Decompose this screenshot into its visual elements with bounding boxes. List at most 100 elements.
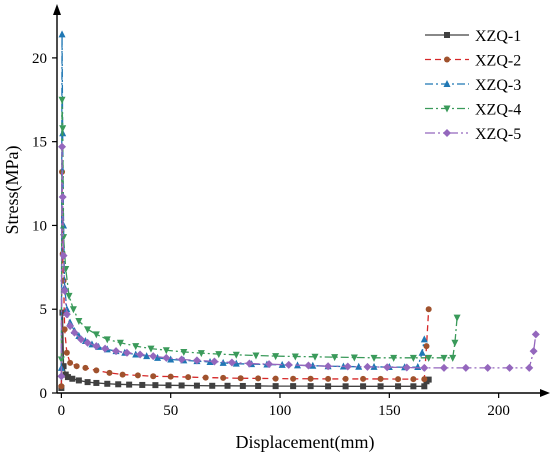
data-point-xzq-2: [342, 375, 349, 382]
series-line-xzq-5: [60, 146, 537, 377]
data-point-xzq-1: [410, 383, 417, 390]
data-point-xzq-1: [307, 383, 314, 390]
data-point-xzq-5: [304, 361, 313, 370]
data-point-xzq-4: [272, 353, 280, 361]
data-point-xzq-2: [119, 371, 126, 378]
data-point-xzq-1: [178, 382, 185, 389]
data-point-xzq-5: [265, 360, 274, 369]
plot-series: [57, 30, 540, 391]
data-point-xzq-5: [70, 328, 79, 337]
x-tick-label: 150: [378, 403, 401, 419]
data-point-xzq-1: [104, 380, 111, 387]
data-point-xzq-5: [136, 350, 145, 359]
data-point-xzq-5: [60, 286, 69, 295]
data-point-xzq-4: [180, 348, 188, 356]
data-point-xzq-1: [64, 374, 71, 381]
data-point-xzq-2: [61, 326, 68, 333]
y-tick-label: 15: [32, 135, 47, 151]
data-point-xzq-5: [83, 338, 92, 347]
data-point-xzq-5: [439, 363, 448, 372]
data-point-xzq-1: [139, 381, 146, 388]
legend-swatch-marker: [444, 56, 450, 63]
data-point-xzq-5: [177, 355, 186, 364]
data-point-xzq-4: [132, 343, 140, 351]
legend-label: XZQ-5: [475, 126, 521, 143]
data-point-xzq-4: [311, 353, 319, 361]
data-point-xzq-1: [59, 309, 66, 316]
data-point-xzq-4: [291, 353, 299, 361]
data-point-xzq-1: [272, 383, 279, 390]
data-point-xzq-1: [209, 382, 216, 389]
data-point-xzq-3: [418, 348, 426, 356]
data-point-xzq-1: [239, 382, 246, 389]
legend-label: XZQ-2: [475, 53, 521, 70]
data-point-xzq-4: [370, 354, 378, 362]
data-point-xzq-2: [106, 369, 113, 376]
data-point-xzq-2: [425, 306, 432, 313]
y-axis-title: Stress(MPa): [2, 145, 23, 234]
data-point-xzq-5: [324, 362, 333, 371]
data-point-xzq-5: [483, 363, 492, 372]
data-point-xzq-4: [440, 354, 448, 362]
legend-label: XZQ-3: [475, 77, 521, 94]
data-point-xzq-5: [66, 321, 75, 330]
data-point-xzq-2: [307, 375, 314, 382]
data-point-xzq-5: [101, 344, 110, 353]
data-point-xzq-5: [77, 335, 86, 344]
y-tick-label: 5: [40, 302, 48, 318]
y-tick-label: 0: [40, 386, 48, 402]
data-point-xzq-1: [325, 383, 332, 390]
series-xzq-2: [58, 168, 432, 390]
data-point-xzq-1: [165, 382, 172, 389]
legend: XZQ-1 XZQ-2 XZQ-3 XZQ-4 XZQ-5: [425, 28, 521, 143]
data-point-xzq-5: [505, 363, 514, 372]
data-point-xzq-3: [143, 352, 151, 360]
data-point-xzq-5: [57, 372, 66, 381]
data-point-xzq-5: [461, 363, 470, 372]
data-point-xzq-2: [150, 373, 157, 380]
data-point-xzq-1: [377, 383, 384, 390]
data-point-xzq-5: [62, 310, 71, 319]
series-xzq-5: [57, 142, 540, 381]
data-point-xzq-3: [167, 355, 175, 363]
data-point-xzq-4: [59, 125, 67, 133]
legend-item-xzq-1: XZQ-1: [425, 28, 521, 45]
data-point-xzq-2: [220, 374, 227, 381]
data-point-xzq-5: [402, 363, 411, 372]
data-point-xzq-4: [350, 354, 358, 362]
data-point-xzq-5: [58, 192, 67, 201]
data-point-xzq-4: [57, 356, 65, 364]
data-point-xzq-5: [227, 358, 236, 367]
data-point-xzq-2: [82, 364, 89, 371]
data-point-xzq-5: [149, 352, 158, 361]
series-line-xzq-4: [60, 99, 458, 360]
data-point-xzq-4: [215, 351, 223, 359]
y-axis-arrow: [53, 4, 61, 15]
data-point-xzq-2: [255, 375, 262, 382]
data-point-xzq-5: [192, 356, 201, 365]
data-point-xzq-3: [420, 335, 428, 343]
y-tick-label: 10: [32, 218, 47, 234]
legend-item-xzq-4: XZQ-4: [425, 102, 521, 119]
data-point-xzq-4: [409, 354, 417, 362]
data-point-xzq-5: [529, 347, 538, 356]
data-point-xzq-2: [290, 375, 297, 382]
legend-swatch-marker: [443, 80, 451, 87]
data-point-xzq-2: [237, 375, 244, 382]
axes: [53, 4, 550, 397]
data-point-xzq-4: [75, 317, 83, 325]
data-point-xzq-4: [58, 96, 66, 104]
data-point-xzq-4: [147, 345, 155, 353]
legend-label: XZQ-4: [475, 102, 521, 119]
data-point-xzq-5: [531, 330, 540, 339]
data-point-xzq-5: [420, 363, 429, 372]
x-axis-title: Displacement(mm): [236, 432, 375, 453]
series-xzq-3: [57, 30, 428, 371]
data-point-xzq-4: [390, 354, 398, 362]
data-point-xzq-3: [309, 361, 317, 369]
data-point-xzq-5: [162, 353, 171, 362]
legend-swatch-marker: [443, 129, 451, 137]
data-point-xzq-1: [395, 383, 402, 390]
data-point-xzq-2: [93, 367, 100, 374]
